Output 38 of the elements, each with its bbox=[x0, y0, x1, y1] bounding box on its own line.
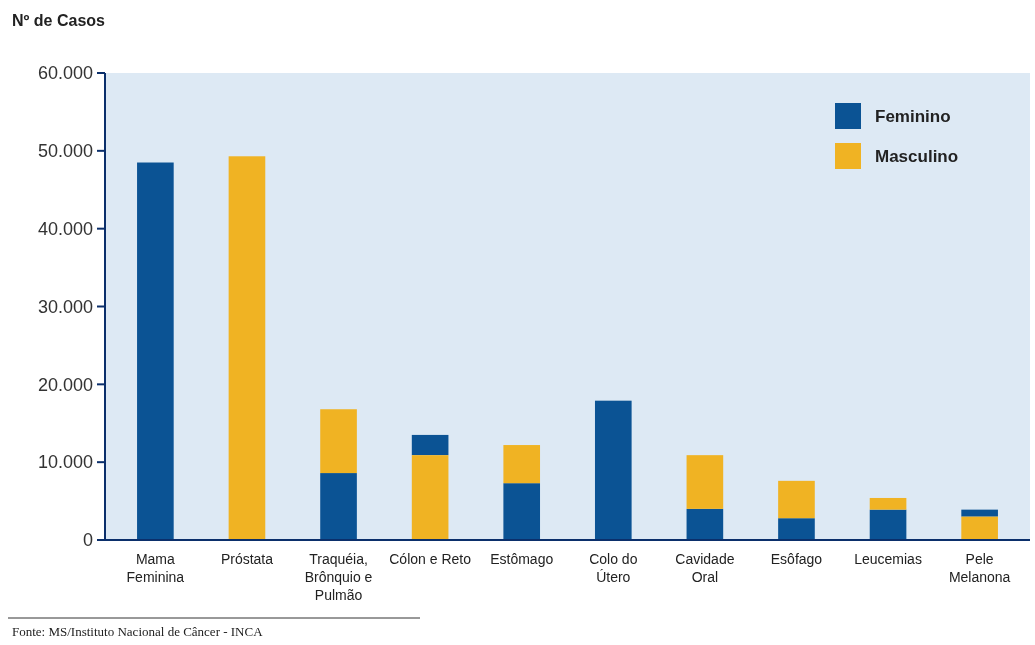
y-tick-label: 40.000 bbox=[37, 218, 93, 239]
legend-label: Feminino bbox=[875, 106, 951, 126]
x-tick-label: Cólon e Reto bbox=[389, 551, 472, 567]
x-tick-label: Próstata bbox=[220, 551, 274, 567]
x-tick-label: Colo do Útero bbox=[589, 551, 638, 585]
legend-label: Masculino bbox=[875, 146, 959, 166]
bar bbox=[320, 473, 357, 540]
x-tick-label: Pele Melanona bbox=[948, 551, 1011, 585]
x-tick-label: Mama Feminina bbox=[126, 551, 185, 585]
bar bbox=[778, 518, 815, 540]
bar bbox=[686, 508, 724, 540]
y-tick-label: 50.000 bbox=[37, 141, 93, 162]
y-tick-label: 60.000 bbox=[37, 63, 93, 84]
y-tick-label: 30.000 bbox=[37, 296, 93, 317]
x-tick-label: Cavidade Oral bbox=[675, 551, 735, 585]
x-tick-label: Leucemias bbox=[854, 551, 922, 567]
bar bbox=[503, 483, 541, 540]
bar bbox=[869, 497, 907, 510]
source-note: Fonte: MS/Instituto Nacional de Câncer - INCA bbox=[12, 624, 264, 639]
x-tick-label: Estômago bbox=[490, 551, 554, 567]
bar bbox=[961, 516, 998, 540]
bar bbox=[961, 509, 998, 517]
bar bbox=[228, 156, 266, 540]
bar bbox=[686, 455, 724, 509]
y-tick-label: 20.000 bbox=[37, 374, 93, 395]
bar bbox=[411, 434, 449, 456]
bar bbox=[594, 400, 632, 540]
bar bbox=[411, 455, 449, 540]
bar bbox=[320, 409, 357, 474]
bar bbox=[137, 162, 174, 540]
bar bbox=[869, 509, 907, 540]
y-tick-label: 10.000 bbox=[37, 452, 93, 473]
bar bbox=[503, 445, 541, 484]
x-tick-label: Esôfago bbox=[770, 551, 823, 567]
y-axis-title: Nº de Casos bbox=[12, 12, 106, 29]
x-tick-label: Traquéia, Brônquio e Pulmão bbox=[304, 551, 373, 603]
bar bbox=[778, 480, 815, 519]
y-tick-label: 0 bbox=[82, 530, 93, 551]
